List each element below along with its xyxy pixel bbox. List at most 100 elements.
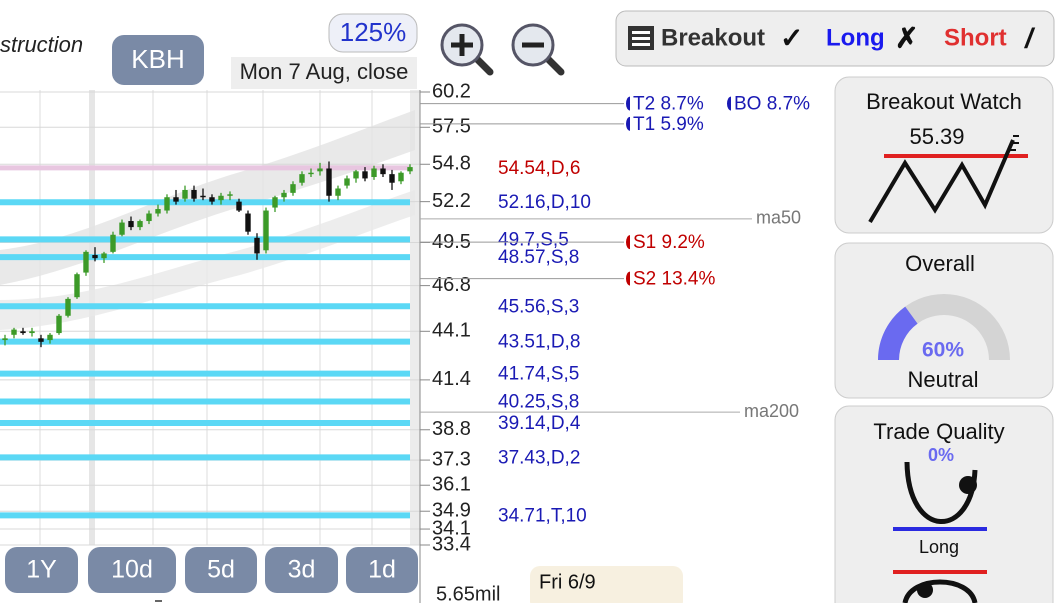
range-button[interactable] (88, 547, 176, 593)
candle-body (200, 195, 206, 198)
gauge-status: Neutral (908, 367, 979, 392)
sector: struction (0, 32, 83, 57)
candle-body (11, 329, 17, 335)
list-icon[interactable] (628, 26, 654, 50)
y-tick-label: 38.8 (432, 418, 471, 440)
candle-body (164, 197, 170, 211)
signal-mark: ✓ (780, 22, 803, 53)
target-label: T2 8.7% (633, 94, 704, 115)
zoom-level[interactable]: 125% (340, 17, 407, 47)
right-band (410, 90, 420, 545)
period-divider (89, 90, 95, 545)
level-label: 41.74,S,5 (498, 364, 579, 385)
level-label: 45.56,S,3 (498, 296, 579, 317)
panel-title: Trade Quality (873, 419, 1004, 444)
date-box (231, 57, 417, 89)
range-label[interactable]: 3d (288, 556, 316, 584)
ma-label: ma50 (756, 208, 801, 228)
price-chart: 60.257.554.852.249.546.844.141.438.837.3… (0, 80, 810, 603)
candle-body (317, 168, 323, 172)
candle-body (137, 221, 143, 228)
y-tick-label: 46.8 (432, 274, 471, 296)
breakout-price: 55.39 (909, 124, 964, 149)
target-label: S1 9.2% (633, 232, 705, 253)
level-label: 54.54,D,6 (498, 158, 580, 179)
date: Mon 7 Aug, close (240, 59, 409, 84)
ma-label: ma200 (744, 401, 799, 421)
gauge-track (878, 294, 1010, 360)
range-button[interactable] (185, 547, 257, 593)
range-label[interactable]: 5d (207, 556, 235, 584)
range-button[interactable] (265, 547, 338, 593)
signal-label: Long (826, 24, 885, 51)
range-label[interactable]: 1d (368, 556, 396, 584)
symbol-button[interactable] (112, 35, 204, 85)
candle-body (407, 167, 413, 172)
range-label[interactable]: 10d (111, 556, 153, 584)
target-marker (626, 96, 630, 111)
gauge-label: 60% (922, 339, 964, 362)
candle-body (326, 168, 332, 196)
level-label: 40.25,S,8 (498, 392, 579, 413)
candle-body (290, 184, 296, 193)
candle-body (182, 189, 188, 199)
candle-body (209, 197, 215, 202)
target-marker (626, 235, 630, 250)
candle-body (389, 174, 395, 183)
candle-body (344, 178, 350, 186)
candle-body (20, 331, 26, 334)
range-button[interactable] (346, 547, 418, 593)
candle-body (245, 213, 251, 232)
candle-body (56, 315, 62, 334)
candle-body (362, 171, 368, 179)
candle-body (74, 274, 80, 298)
y-tick-label: 37.3 (432, 448, 471, 470)
candle-body (236, 201, 242, 211)
short-curve (902, 579, 978, 603)
candle-body (38, 338, 44, 342)
level-label: 37.43,D,2 (498, 447, 580, 468)
target-label: T1 5.9% (633, 114, 704, 135)
footer-date-box (530, 566, 683, 603)
level-label: 49.7,S,5 (498, 229, 569, 250)
y-tick-label: 60.2 (432, 80, 471, 102)
level-label: 34.71,T,10 (498, 505, 587, 526)
signal-mark: ✗ (895, 22, 918, 53)
volume-label: 5.65mil (436, 583, 500, 603)
candle-body (263, 210, 269, 251)
candle-body (299, 174, 305, 183)
range-button[interactable] (5, 547, 78, 593)
signal-label: Breakout (661, 24, 765, 51)
gauge (878, 306, 918, 360)
panel[interactable] (834, 405, 1054, 603)
candle-body (146, 213, 152, 222)
quality-side: Long (919, 537, 959, 557)
breakout-dash (1008, 135, 1019, 151)
candle-body (191, 189, 197, 199)
candle-body (2, 338, 8, 341)
level-label: 43.51,D,8 (498, 332, 580, 353)
candle-body (128, 221, 134, 228)
candle-body (119, 222, 125, 235)
y-tick-label: 41.4 (432, 368, 471, 390)
y-tick-label: 54.8 (432, 153, 471, 175)
candle-body (272, 197, 278, 208)
candle-body (371, 168, 377, 178)
range-label[interactable]: 1Y (26, 556, 57, 584)
candle-body (110, 234, 116, 252)
y-tick-label: 36.1 (432, 474, 471, 496)
zoom-out[interactable] (511, 23, 565, 76)
panel-title: Overall (905, 251, 975, 276)
candle-body (47, 334, 53, 341)
y-tick-label: 34.1 (432, 517, 471, 539)
candle-body (281, 192, 287, 198)
candle-body (155, 209, 161, 214)
candle-body (254, 237, 260, 254)
symbol[interactable]: KBH (131, 44, 184, 74)
y-tick-label: 44.1 (432, 320, 471, 342)
zoom-in[interactable] (440, 23, 494, 76)
y-tick-label: 57.5 (432, 116, 471, 138)
zoom-level-box[interactable] (328, 13, 418, 53)
y-tick-label: 52.2 (432, 190, 471, 212)
y-tick-label: 34.9 (432, 500, 471, 522)
